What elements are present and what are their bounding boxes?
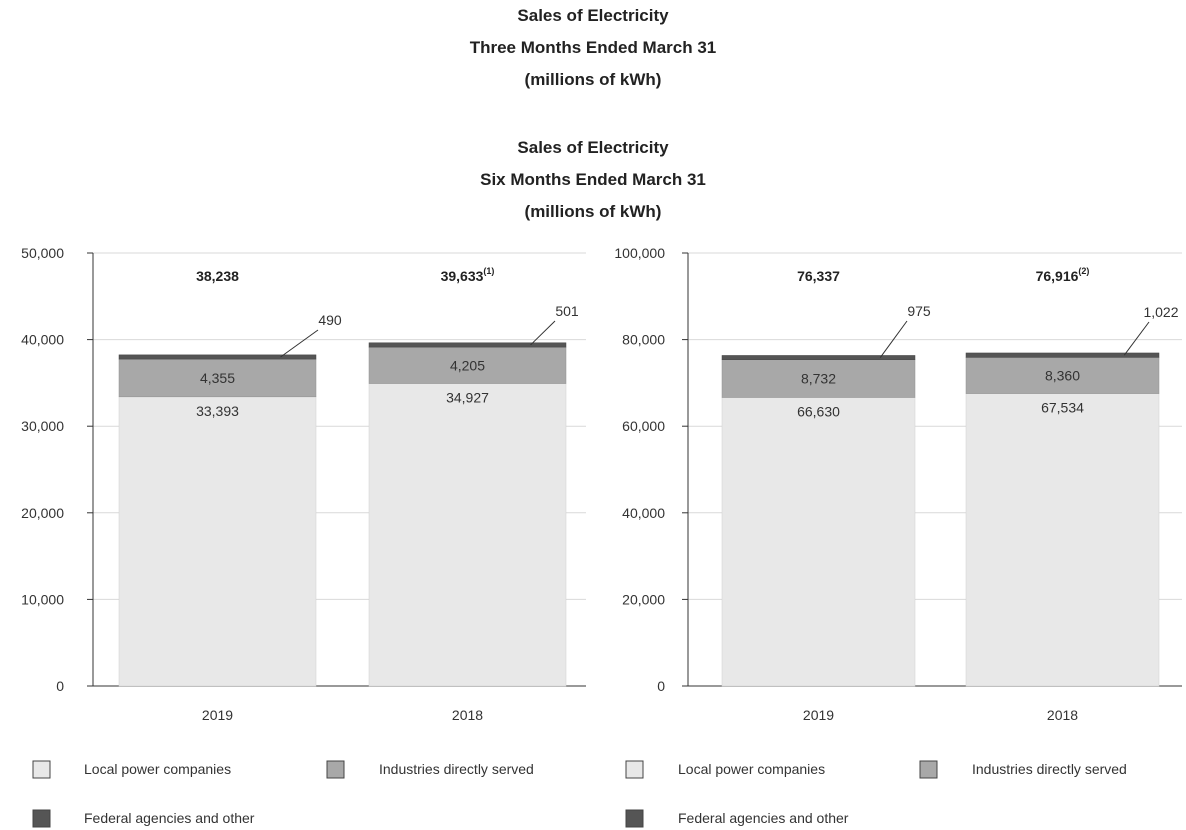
chart1-y-tick-label: 20,000 xyxy=(21,505,64,521)
chart2-title-line3: (millions of kWh) xyxy=(524,202,662,221)
chart1-bar-2018-segment-2 xyxy=(368,342,567,348)
chart2-y-tick-label: 20,000 xyxy=(622,591,665,607)
chart2-bar-2018-segment-2 xyxy=(965,352,1160,358)
chart2-total-value-2018: 76,916 xyxy=(1036,268,1079,284)
chart2-legend-swatch-1 xyxy=(919,760,938,779)
chart2-legend-label-1: Industries directly served xyxy=(972,761,1127,777)
chart1-data-label-local-2018: 34,927 xyxy=(446,390,489,406)
chart1-data-label-federal-2019: 490 xyxy=(318,312,342,328)
chart2-total-footnote-2018: (2) xyxy=(1078,266,1089,276)
chart1-bar-2018-segment-0 xyxy=(368,383,567,687)
chart1-y-tick-label: 30,000 xyxy=(21,418,64,434)
chart1-bar-2019-segment-0 xyxy=(118,396,317,687)
chart2-callout-line-2018 xyxy=(1123,321,1150,356)
chart2-bar-2019-segment-0 xyxy=(721,397,916,687)
chart2-legend-label-0: Local power companies xyxy=(678,761,825,777)
chart1-total-value-2019: 38,238 xyxy=(196,268,239,284)
chart2-y-tick-label: 0 xyxy=(657,678,665,694)
chart1-data-label-industries-2019: 4,355 xyxy=(200,370,235,386)
chart1-title: Sales of Electricity Three Months Ended … xyxy=(0,0,1186,96)
chart2-callout-line-2019 xyxy=(879,320,908,358)
chart1-total-label-2019: 38,238 xyxy=(196,268,239,284)
chart2-data-label-federal-2018: 1,022 xyxy=(1143,304,1178,320)
chart2-y-tick-label: 80,000 xyxy=(622,332,665,348)
chart1-legend-swatch-1 xyxy=(326,760,345,779)
chart1-legend-swatch-0 xyxy=(32,760,51,779)
chart2-data-label-local-2018: 67,534 xyxy=(1041,400,1084,416)
chart2-title-line2: Six Months Ended March 31 xyxy=(480,170,706,189)
chart2-x-tick-label: 2019 xyxy=(803,707,834,723)
chart1-y-tick-label: 40,000 xyxy=(21,332,64,348)
chart2-total-label-2019: 76,337 xyxy=(797,268,840,284)
chart2-legend-swatch-0 xyxy=(625,760,644,779)
chart1-title-line1: Sales of Electricity xyxy=(517,6,669,25)
chart1-legend-label-0: Local power companies xyxy=(84,761,231,777)
chart2-title: Sales of Electricity Six Months Ended Ma… xyxy=(0,132,1186,228)
chart1-title-line2: Three Months Ended March 31 xyxy=(469,38,717,57)
chart2-y-tick-label: 100,000 xyxy=(614,245,665,261)
chart1-total-footnote-2018: (1) xyxy=(483,266,494,276)
chart2-y-tick-label: 60,000 xyxy=(622,418,665,434)
chart1-y-tick-label: 10,000 xyxy=(21,591,64,607)
chart2-title-line1: Sales of Electricity xyxy=(517,138,669,157)
chart2-data-label-industries-2019: 8,732 xyxy=(801,371,836,387)
chart1-callout-line-2018 xyxy=(530,320,556,346)
chart1-title-line3: (millions of kWh) xyxy=(524,70,662,89)
chart2-x-tick-label: 2018 xyxy=(1047,707,1078,723)
chart1-legend-label-2: Federal agencies and other xyxy=(84,810,255,826)
chart2-bar-2019-segment-2 xyxy=(721,355,916,360)
chart1-legend-label-1: Industries directly served xyxy=(379,761,534,777)
chart1-bar-2019-segment-2 xyxy=(118,354,317,360)
chart2-bar-2019-segment-1 xyxy=(721,359,916,398)
chart1-total-value-2018: 39,633 xyxy=(441,268,484,284)
chart2-bar-2018-segment-1 xyxy=(965,357,1160,394)
chart2-data-label-local-2019: 66,630 xyxy=(797,403,840,419)
chart2-y-tick-label: 40,000 xyxy=(622,505,665,521)
chart1-y-tick-label: 0 xyxy=(56,678,64,694)
chart1-data-label-local-2019: 33,393 xyxy=(196,403,239,419)
chart2-data-label-federal-2019: 975 xyxy=(907,303,931,319)
chart1-data-label-federal-2018: 501 xyxy=(555,303,579,319)
chart1-data-label-industries-2018: 4,205 xyxy=(450,357,485,373)
chart2-total-label-2018: 76,916(2) xyxy=(1036,266,1090,284)
chart1-bar-2018-segment-1 xyxy=(368,346,567,384)
chart2-legend-swatch-2 xyxy=(625,809,644,828)
chart1-bar-2019-segment-1 xyxy=(118,358,317,398)
chart2-legend-label-2: Federal agencies and other xyxy=(678,810,849,826)
chart1-legend-swatch-2 xyxy=(32,809,51,828)
chart2-total-value-2019: 76,337 xyxy=(797,268,840,284)
chart2-bar-2018-segment-0 xyxy=(965,393,1160,687)
chart1-y-tick-label: 50,000 xyxy=(21,245,64,261)
chart1-callout-line-2019 xyxy=(280,329,319,358)
chart1-total-label-2018: 39,633(1) xyxy=(441,266,495,284)
chart1-x-tick-label: 2018 xyxy=(452,707,483,723)
chart1-x-tick-label: 2019 xyxy=(202,707,233,723)
chart2-data-label-industries-2018: 8,360 xyxy=(1045,367,1080,383)
